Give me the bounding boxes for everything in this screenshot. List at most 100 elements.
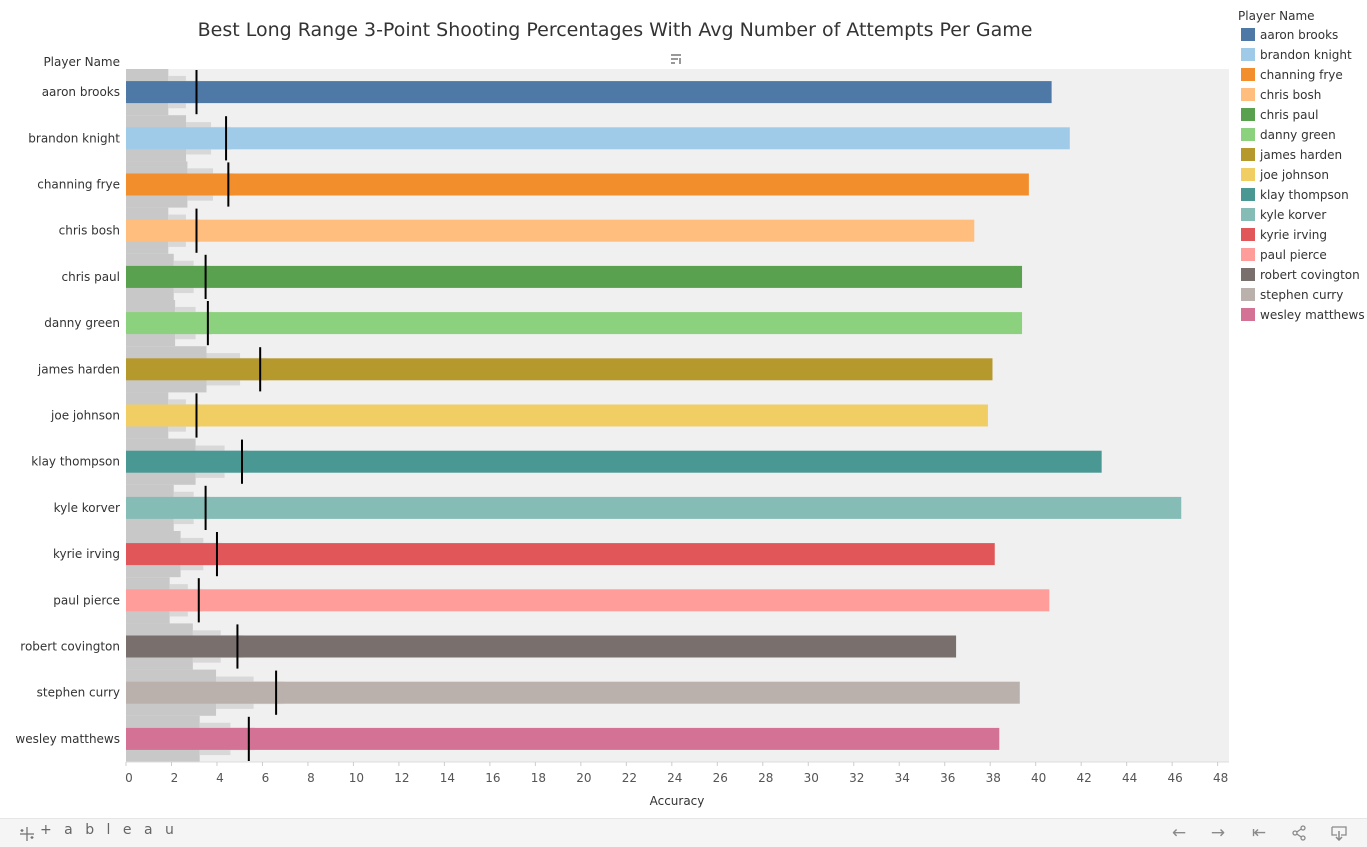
legend-label: kyrie irving [1260, 228, 1327, 242]
legend-label: brandon knight [1260, 48, 1352, 62]
bar-joe-johnson[interactable] [126, 404, 988, 427]
x-tick-label: 6 [262, 771, 270, 785]
row-label: wesley matthews [15, 732, 120, 746]
bar-stephen-curry[interactable] [126, 681, 1020, 704]
legend-item[interactable]: danny green [1241, 128, 1336, 142]
x-tick-label: 38 [986, 771, 1001, 785]
x-tick-label: 30 [804, 771, 819, 785]
x-tick-label: 42 [1077, 771, 1092, 785]
bar-danny-green[interactable] [126, 312, 1023, 335]
share-icon[interactable] [1287, 823, 1311, 843]
x-tick-label: 24 [667, 771, 682, 785]
legend-swatch [1241, 228, 1255, 241]
bar-kyrie-irving[interactable] [126, 543, 995, 566]
legend-item[interactable]: stephen curry [1241, 288, 1343, 302]
x-tick-label: 10 [349, 771, 364, 785]
row-header: Player Name [43, 55, 120, 69]
x-tick-label: 12 [394, 771, 409, 785]
legend-item[interactable]: james harden [1241, 148, 1342, 162]
legend-label: stephen curry [1260, 288, 1343, 302]
x-tick-label: 20 [576, 771, 591, 785]
x-tick-label: 28 [758, 771, 773, 785]
legend-item[interactable]: chris bosh [1241, 88, 1321, 102]
undo-icon[interactable]: ← [1171, 823, 1187, 843]
bar-brandon-knight[interactable] [126, 127, 1070, 150]
legend-swatch [1241, 128, 1255, 141]
legend-label: chris paul [1260, 108, 1318, 122]
legend-item[interactable]: paul pierce [1241, 248, 1327, 262]
legend-item[interactable]: kyle korver [1241, 208, 1326, 222]
bar-james-harden[interactable] [126, 358, 993, 381]
legend-label: wesley matthews [1260, 308, 1365, 322]
legend-item[interactable]: chris paul [1241, 108, 1318, 122]
legend-swatch [1241, 288, 1255, 301]
legend-label: danny green [1260, 128, 1336, 142]
legend-item[interactable]: klay thompson [1241, 188, 1349, 202]
download-icon[interactable] [1327, 823, 1351, 843]
legend-swatch [1241, 68, 1255, 81]
bar-klay-thompson[interactable] [126, 450, 1102, 473]
row-label: chris paul [62, 270, 120, 284]
x-tick-label: 4 [216, 771, 224, 785]
bar-channing-frye[interactable] [126, 173, 1029, 196]
row-label: kyle korver [54, 501, 120, 515]
row-label: james harden [37, 362, 120, 376]
x-tick-label: 8 [307, 771, 315, 785]
x-tick-label: 36 [940, 771, 955, 785]
legend-swatch [1241, 268, 1255, 281]
legend-label: kyle korver [1260, 208, 1326, 222]
bar-wesley-matthews[interactable] [126, 727, 1000, 750]
legend-swatch [1241, 208, 1255, 221]
legend-item[interactable]: aaron brooks [1241, 28, 1338, 42]
x-tick-label: 14 [440, 771, 455, 785]
legend-swatch [1241, 248, 1255, 261]
legend-swatch [1241, 148, 1255, 161]
legend-swatch [1241, 28, 1255, 41]
legend-label: channing frye [1260, 68, 1343, 82]
legend-swatch [1241, 88, 1255, 101]
row-label: aaron brooks [42, 85, 120, 99]
chart-root: Best Long Range 3-Point Shooting Percent… [15, 9, 1365, 808]
tableau-wordmark[interactable]: + a b l e a u [40, 822, 178, 838]
legend-item[interactable]: channing frye [1241, 68, 1343, 82]
bar-robert-covington[interactable] [126, 635, 957, 658]
redo-icon[interactable]: → [1210, 823, 1226, 843]
legend-label: aaron brooks [1260, 28, 1338, 42]
revert-icon[interactable]: ⇤ [1251, 823, 1267, 843]
bar-chris-bosh[interactable] [126, 219, 975, 242]
x-tick-label: 16 [485, 771, 500, 785]
x-tick-label: 46 [1168, 771, 1183, 785]
x-tick-label: 0 [125, 771, 133, 785]
row-label: chris bosh [59, 224, 120, 238]
row-label: stephen curry [37, 686, 120, 700]
legend-label: klay thompson [1260, 188, 1349, 202]
bar-kyle-korver[interactable] [126, 496, 1182, 519]
bar-chris-paul[interactable] [126, 265, 1023, 288]
legend-item[interactable]: kyrie irving [1241, 228, 1327, 242]
bar-aaron-brooks[interactable] [126, 81, 1052, 104]
sort-icon[interactable] [671, 54, 681, 64]
legend-label: paul pierce [1260, 248, 1327, 262]
legend-swatch [1241, 48, 1255, 61]
legend-item[interactable]: robert covington [1241, 268, 1360, 282]
legend-title: Player Name [1238, 9, 1315, 23]
legend-item[interactable]: brandon knight [1241, 48, 1352, 62]
tableau-toolbar: + a b l e a u ← → ⇤ [0, 818, 1367, 847]
x-tick-label: 40 [1031, 771, 1046, 785]
legend-item[interactable]: joe johnson [1241, 168, 1329, 182]
x-tick-label: 26 [713, 771, 728, 785]
chart-svg: Best Long Range 3-Point Shooting Percent… [15, 9, 1365, 808]
tableau-logo-icon [18, 826, 36, 846]
legend-swatch [1241, 168, 1255, 181]
legend-item[interactable]: wesley matthews [1241, 308, 1365, 322]
bar-paul-pierce[interactable] [126, 589, 1050, 612]
legend-swatch [1241, 108, 1255, 121]
x-tick-label: 34 [895, 771, 910, 785]
x-tick-label: 2 [171, 771, 179, 785]
row-label: robert covington [20, 640, 120, 654]
x-tick-label: 18 [531, 771, 546, 785]
x-tick-label: 32 [849, 771, 864, 785]
row-label: paul pierce [53, 593, 120, 607]
chart-title: Best Long Range 3-Point Shooting Percent… [198, 19, 1033, 41]
x-tick-label: 44 [1122, 771, 1137, 785]
